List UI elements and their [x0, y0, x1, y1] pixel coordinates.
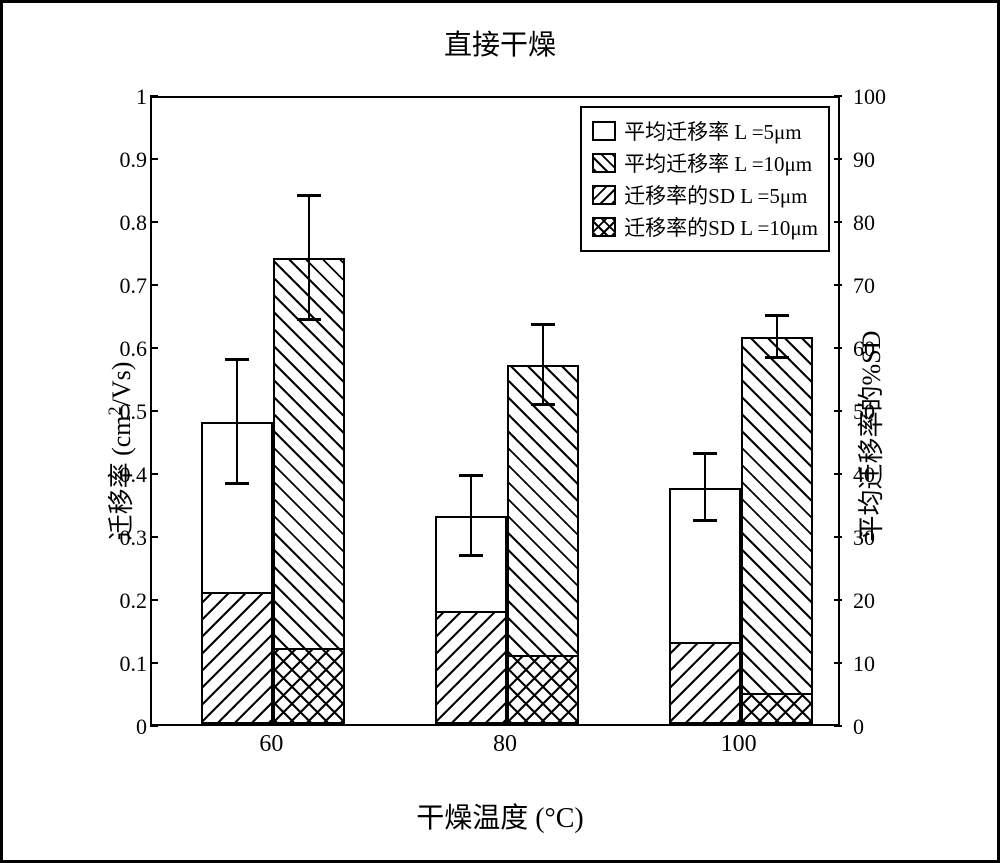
- y-ticks-left: 00.10.20.30.40.50.60.70.80.91: [95, 96, 147, 726]
- bar-sd-l10: [273, 648, 345, 724]
- y-tick-left: 0: [95, 714, 147, 740]
- x-category-label: 80: [475, 731, 535, 758]
- legend-label: 迁移率的SD L =10μm: [624, 212, 818, 242]
- legend: 平均迁移率 L =5μm平均迁移率 L =10μm迁移率的SD L =5μm迁移…: [580, 106, 830, 252]
- legend-swatch: [592, 121, 616, 141]
- y-tick-right: 0: [853, 714, 905, 740]
- chart-wrap: 迁移率 (cm2/Vs) 平均迁移率的%SD 干燥温度 (°C) 00.10.2…: [40, 71, 960, 831]
- y-tick-right: 70: [853, 273, 905, 299]
- y-ticks-right: 0102030405060708090100: [853, 96, 905, 726]
- y-tick-left: 0.6: [95, 336, 147, 362]
- y-tick-right: 100: [853, 84, 905, 110]
- y-tick-right: 80: [853, 210, 905, 236]
- y-tick-right: 90: [853, 147, 905, 173]
- y-tick-left: 0.1: [95, 651, 147, 677]
- y-tick-left: 0.7: [95, 273, 147, 299]
- y-tick-left: 1: [95, 84, 147, 110]
- x-category-label: 100: [709, 731, 769, 758]
- chart-title: 直接干燥: [33, 23, 967, 63]
- legend-item: 平均迁移率 L =5μm: [592, 116, 818, 146]
- y-tick-right: 40: [853, 462, 905, 488]
- x-axis-label: 干燥温度 (°C): [416, 796, 584, 836]
- legend-item: 平均迁移率 L =10μm: [592, 148, 818, 178]
- y-tick-left: 0.4: [95, 462, 147, 488]
- x-category-label: 60: [241, 731, 301, 758]
- y-tick-right: 20: [853, 588, 905, 614]
- y-tick-left: 0.3: [95, 525, 147, 551]
- y-tick-right: 60: [853, 336, 905, 362]
- legend-label: 平均迁移率 L =10μm: [624, 148, 812, 178]
- y-tick-left: 0.2: [95, 588, 147, 614]
- y-tick-right: 50: [853, 399, 905, 425]
- bar-sd-l5: [669, 642, 741, 724]
- y-tick-right: 30: [853, 525, 905, 551]
- legend-label: 平均迁移率 L =5μm: [624, 116, 802, 146]
- legend-item: 迁移率的SD L =10μm: [592, 212, 818, 242]
- bar-sd-l5: [435, 611, 507, 724]
- legend-swatch: [592, 153, 616, 173]
- y-tick-left: 0.9: [95, 147, 147, 173]
- plot-area: 平均迁移率 L =5μm平均迁移率 L =10μm迁移率的SD L =5μm迁移…: [150, 96, 840, 726]
- y-tick-left: 0.5: [95, 399, 147, 425]
- error-bar-l10: [273, 98, 345, 724]
- y-tick-right: 10: [853, 651, 905, 677]
- legend-item: 迁移率的SD L =5μm: [592, 180, 818, 210]
- error-bar-l10: [507, 98, 579, 724]
- chart-frame: 直接干燥 迁移率 (cm2/Vs) 平均迁移率的%SD 干燥温度 (°C) 00…: [0, 0, 1000, 863]
- legend-label: 迁移率的SD L =5μm: [624, 180, 807, 210]
- bar-sd-l10: [741, 693, 813, 725]
- y-tick-left: 0.8: [95, 210, 147, 236]
- legend-swatch: [592, 185, 616, 205]
- bar-sd-l5: [201, 592, 273, 724]
- legend-swatch: [592, 217, 616, 237]
- bar-sd-l10: [507, 655, 579, 724]
